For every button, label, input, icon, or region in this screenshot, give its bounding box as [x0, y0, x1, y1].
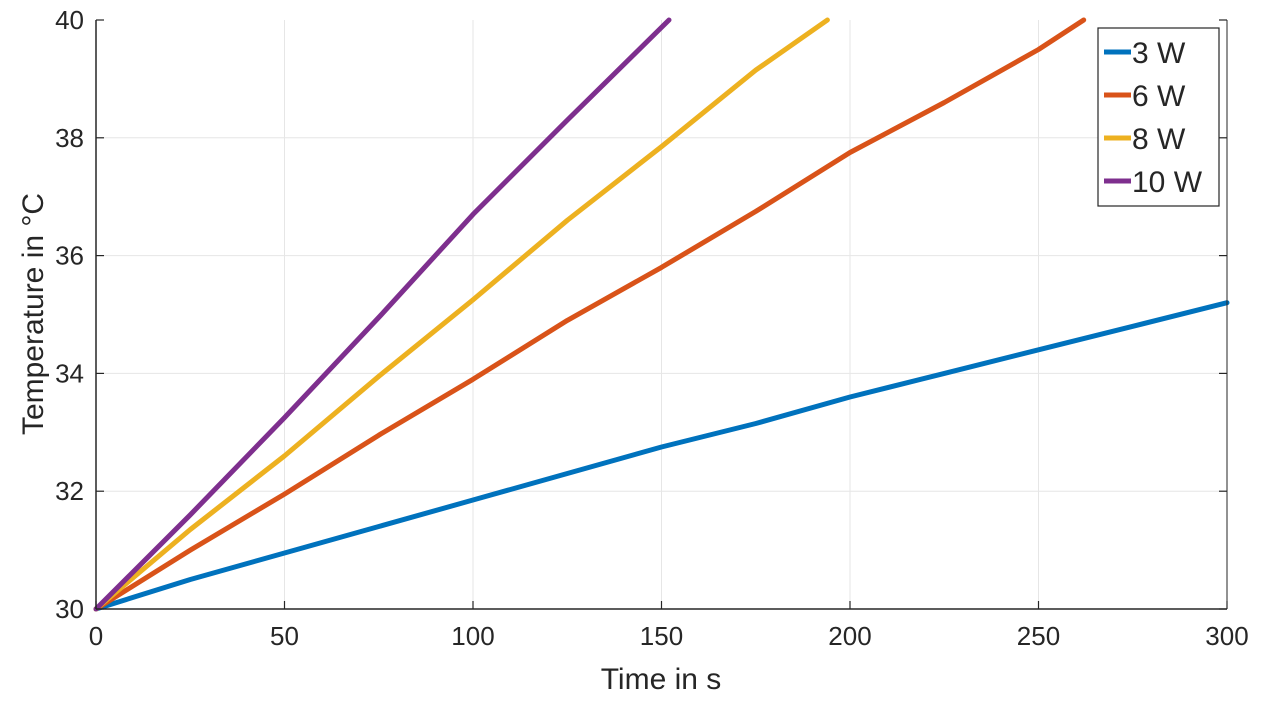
- x-tick-label: 150: [640, 621, 683, 651]
- series-line-4: [93, 17, 672, 612]
- y-tick-label: 40: [55, 5, 84, 35]
- y-tick-label: 38: [55, 123, 84, 153]
- legend-label: 6 W: [1132, 80, 1186, 113]
- series-line-2: [93, 17, 1087, 612]
- y-tick-label: 34: [55, 358, 84, 388]
- x-tick-label: 200: [828, 621, 871, 651]
- legend-box: [1097, 27, 1220, 207]
- x-tick-label: 50: [270, 621, 299, 651]
- legend-label: 8 W: [1132, 123, 1186, 156]
- x-tick-label: 250: [1017, 621, 1060, 651]
- x-tick-label: 100: [451, 621, 494, 651]
- legend-label: 3 W: [1132, 37, 1186, 70]
- series-line-1: [93, 300, 1230, 612]
- series-lines: [93, 17, 1230, 612]
- axes: [95, 19, 1228, 610]
- y-tick-label: 30: [55, 594, 84, 624]
- x-tick-label: 0: [89, 621, 103, 651]
- y-axis-title: Temperature in °C: [17, 193, 50, 435]
- legend-label: 10 W: [1132, 166, 1203, 199]
- x-tick-label: 300: [1205, 621, 1248, 651]
- y-tick-label: 36: [55, 241, 84, 271]
- series-line-3: [93, 17, 830, 612]
- tick-labels: 0 50 100 150 200 250 300 30 32 34 36 38 40: [55, 5, 1249, 651]
- y-tick-label: 32: [55, 476, 84, 506]
- x-axis-title: Time in s: [601, 663, 722, 696]
- legend: 3 W 6 W 8 W 10 W: [1097, 27, 1220, 207]
